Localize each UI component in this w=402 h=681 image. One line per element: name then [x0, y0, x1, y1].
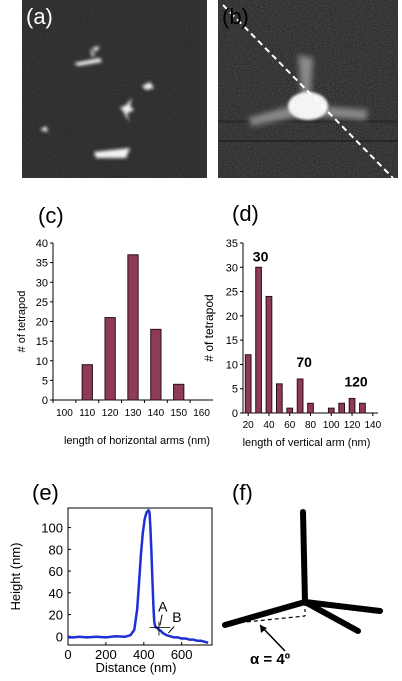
y-tick-label: 5	[232, 384, 238, 396]
angle-label: α = 4º	[250, 651, 291, 668]
x-axis-label: length of vertical arm (nm)	[243, 437, 371, 449]
angle-pointer	[259, 624, 286, 652]
y-axis-label: # of tetrapod	[202, 294, 216, 361]
bar	[255, 266, 262, 414]
bar	[327, 407, 335, 414]
y-tick-label: 25	[36, 297, 48, 309]
y-tick-label: 30	[36, 277, 48, 289]
annotation-A-arrow	[159, 614, 163, 626]
y-tick-label: 25	[226, 287, 238, 299]
panel-label-c: (c)	[38, 203, 64, 228]
bar	[127, 254, 139, 401]
x-tick-label: 150	[170, 408, 187, 419]
x-tick-label: 100	[56, 408, 73, 419]
bar	[104, 317, 116, 401]
bar	[307, 402, 314, 414]
y-tick-label: 30	[226, 262, 238, 274]
x-tick-label: 100	[323, 420, 340, 431]
panel-label-d: (d)	[232, 201, 259, 226]
y-tick-label: 15	[36, 336, 48, 348]
bar	[150, 328, 162, 401]
x-tick-label: 400	[133, 647, 155, 662]
y-tick-label: 35	[226, 238, 238, 250]
x-tick-label: 60	[284, 420, 296, 431]
x-tick-label: 160	[193, 408, 210, 419]
x-tick-label: 80	[305, 420, 317, 431]
x-tick-label: 120	[344, 420, 361, 431]
annotation-B: B	[172, 609, 181, 625]
bar	[296, 378, 304, 414]
x-tick-label: 20	[243, 420, 255, 431]
afm-image-a	[22, 0, 207, 178]
annotation-30: 30	[253, 248, 269, 264]
x-tick-label: 140	[148, 408, 165, 419]
x-tick-label: 0	[64, 647, 71, 662]
bar	[81, 364, 93, 401]
bar	[286, 407, 294, 414]
bar	[348, 397, 356, 414]
y-tick-label: 40	[49, 586, 63, 601]
y-tick-label: 20	[36, 317, 48, 329]
y-tick-label: 15	[226, 335, 238, 347]
plot-frame	[67, 507, 213, 646]
annotation-70: 70	[296, 354, 312, 370]
y-tick-label: 80	[49, 542, 63, 557]
annotation-A: A	[158, 598, 168, 614]
bar	[338, 402, 346, 414]
y-tick-label: 0	[42, 395, 48, 407]
bar	[244, 354, 252, 414]
bar	[275, 383, 283, 414]
x-tick-label: 600	[171, 647, 193, 662]
tetrapod-arm-back	[302, 599, 361, 634]
x-tick-label: 130	[125, 408, 142, 419]
x-tick-label: 120	[102, 408, 119, 419]
panel-label-e: (e)	[32, 480, 59, 505]
height-profile-line	[68, 508, 209, 645]
bar	[173, 383, 185, 401]
x-tick-label: 200	[95, 647, 117, 662]
x-tick-label: 40	[263, 420, 275, 431]
y-tick-label: 10	[36, 356, 48, 368]
y-tick-label: 100	[41, 521, 63, 536]
y-tick-label: 35	[36, 258, 48, 270]
y-axis-label: Height (nm)	[8, 543, 23, 611]
annotation-B-arrow	[168, 626, 175, 634]
y-tick-label: 40	[36, 238, 48, 250]
x-axis-label: Distance (nm)	[96, 660, 177, 675]
y-tick-label: 60	[49, 564, 63, 579]
panel-label-a: (a)	[26, 4, 53, 29]
y-tick-label: 20	[226, 311, 238, 323]
reference-line	[225, 615, 306, 625]
bar	[265, 295, 273, 414]
x-axis-label: length of horizontal arms (nm)	[64, 435, 210, 447]
y-tick-label: 0	[56, 629, 63, 644]
x-tick-label: 110	[79, 408, 95, 419]
y-tick-label: 10	[226, 359, 238, 371]
y-axis-label: # of tetrapod	[16, 291, 28, 353]
tetrapod-arm-left	[222, 599, 308, 628]
panel-label-f: (f)	[232, 480, 253, 505]
tetrapod-vertical-arm	[300, 509, 308, 605]
y-tick-label: 5	[42, 375, 48, 387]
y-tick-label: 0	[232, 408, 238, 420]
angle-arrowhead	[260, 625, 267, 633]
afm-image-b	[218, 0, 398, 178]
y-tick-label: 20	[49, 608, 63, 623]
annotation-120: 120	[344, 373, 368, 389]
bar	[359, 402, 366, 414]
panel-label-b: (b)	[222, 4, 249, 29]
x-tick-label: 140	[364, 420, 381, 431]
tetrapod-arm-right	[302, 599, 383, 614]
